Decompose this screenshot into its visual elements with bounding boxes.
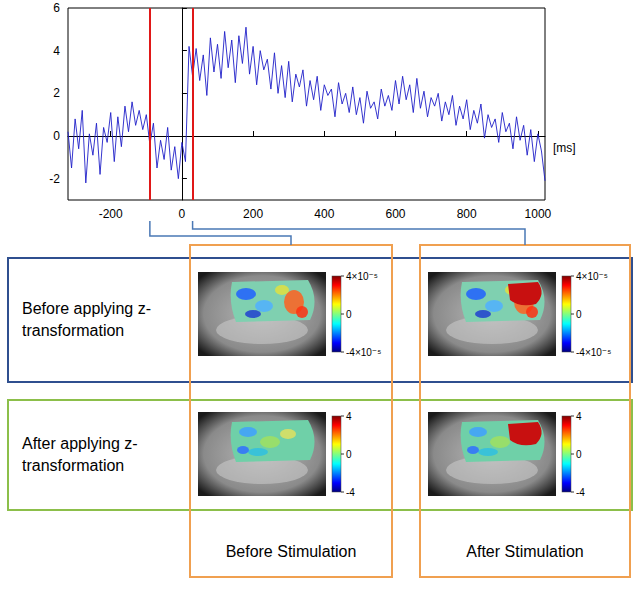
svg-text:0: 0 xyxy=(576,309,582,320)
svg-text:400: 400 xyxy=(314,207,334,221)
svg-text:0: 0 xyxy=(179,207,186,221)
svg-text:-4×10⁻⁵: -4×10⁻⁵ xyxy=(576,347,611,358)
svg-text:0: 0 xyxy=(53,129,60,143)
html-text:Before Stimulation: Before Stimulation xyxy=(225,543,357,560)
svg-text:4: 4 xyxy=(346,411,352,422)
svg-text:4: 4 xyxy=(576,411,582,422)
svg-text:0: 0 xyxy=(346,309,352,320)
svg-text:800: 800 xyxy=(457,207,477,221)
html-text:Before applying z-transformati: Before applying z-transformation xyxy=(22,300,151,339)
html-text:After applying z-transformatio: After applying z-transformation xyxy=(22,435,138,474)
svg-text:-200: -200 xyxy=(99,207,123,221)
svg-text:1000: 1000 xyxy=(525,207,552,221)
svg-text:-4: -4 xyxy=(576,487,585,498)
svg-text:0: 0 xyxy=(576,449,582,460)
svg-text:4×10⁻⁵: 4×10⁻⁵ xyxy=(346,271,378,282)
svg-text:0: 0 xyxy=(346,449,352,460)
svg-text:-4×10⁻⁵: -4×10⁻⁵ xyxy=(346,347,381,358)
html-text:After Stimulation: After Stimulation xyxy=(466,543,584,560)
svg-text:200: 200 xyxy=(243,207,263,221)
svg-text:[ms]: [ms] xyxy=(553,141,576,155)
svg-text:600: 600 xyxy=(385,207,405,221)
svg-text:2: 2 xyxy=(53,86,60,100)
svg-text:4×10⁻⁵: 4×10⁻⁵ xyxy=(576,271,608,282)
svg-text:-2: -2 xyxy=(49,172,60,186)
svg-text:-4: -4 xyxy=(346,487,355,498)
svg-text:6: 6 xyxy=(53,1,60,15)
svg-text:4: 4 xyxy=(53,44,60,58)
